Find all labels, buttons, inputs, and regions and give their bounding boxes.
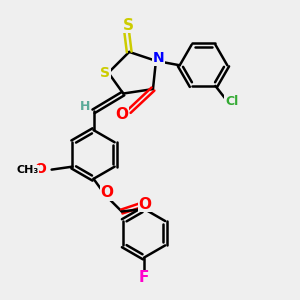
Text: F: F xyxy=(139,270,149,285)
Text: N: N xyxy=(153,52,165,65)
Text: Cl: Cl xyxy=(225,95,238,108)
Text: O: O xyxy=(100,185,113,200)
Text: O: O xyxy=(138,196,152,211)
Text: H: H xyxy=(80,100,90,112)
Text: CH₃: CH₃ xyxy=(17,165,39,175)
Text: O: O xyxy=(115,107,128,122)
Text: O: O xyxy=(34,162,46,176)
Text: S: S xyxy=(123,18,134,33)
Text: S: S xyxy=(100,66,110,80)
